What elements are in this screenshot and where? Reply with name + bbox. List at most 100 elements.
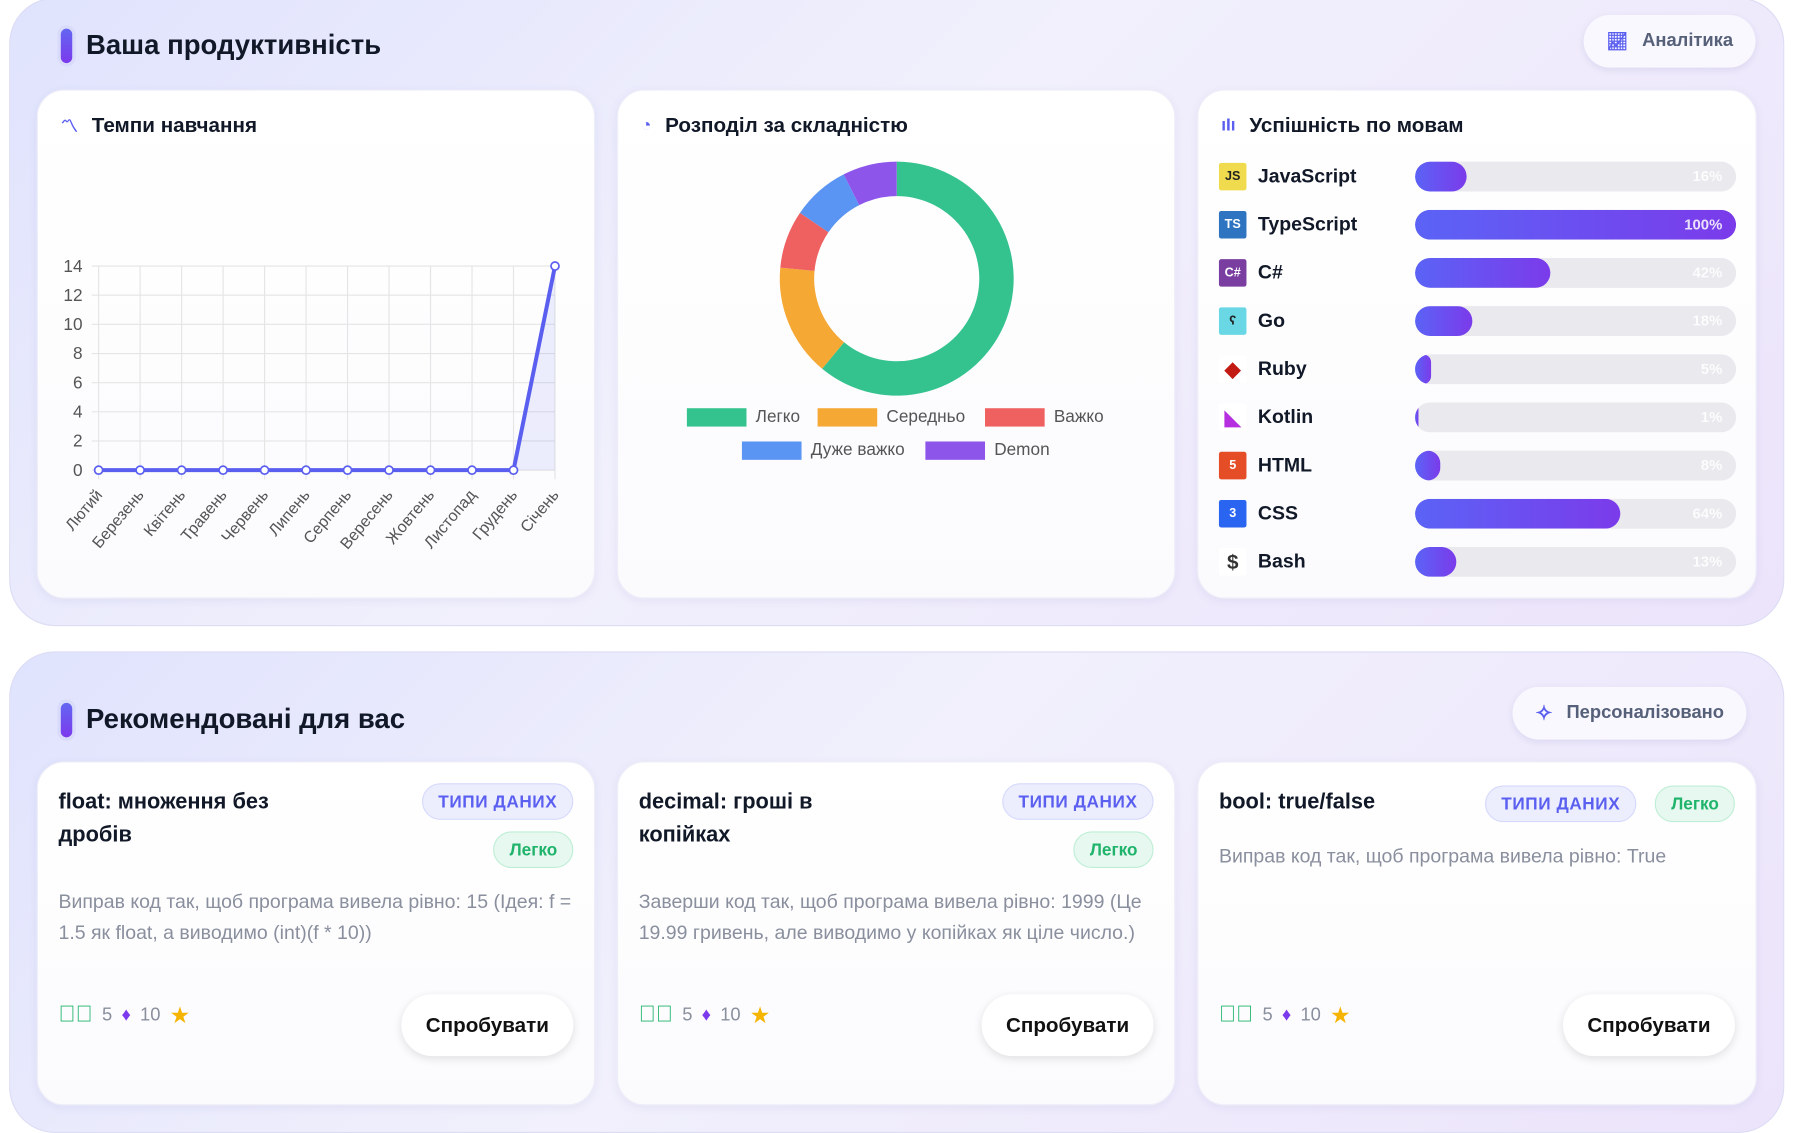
star-icon: ★	[1330, 1003, 1351, 1029]
analytics-button[interactable]: 📈︎ Аналітика	[1583, 14, 1757, 68]
challenge-description: Виправ код так, щоб програма вивела рівн…	[58, 890, 572, 944]
progress-fill	[1415, 498, 1621, 529]
difficulty-badge: Легко	[1655, 785, 1735, 823]
check-circle-icon: ✓⃝	[58, 1002, 93, 1028]
analytics-label: Аналітика	[1642, 30, 1734, 51]
card-title: ◔ Розподіл за складністю	[641, 114, 908, 138]
css3-icon: 3	[1218, 499, 1247, 528]
donut-slice	[799, 174, 860, 233]
check-circle-icon: ✓⃝	[1218, 1002, 1254, 1028]
language-name: Kotlin	[1257, 405, 1314, 428]
star-icon: ★	[169, 1003, 191, 1029]
progress-bar: 100%	[1415, 209, 1737, 240]
challenge-description: Заверши код так, щоб програма вивела рів…	[638, 890, 1142, 944]
challenge-card: float: множення без дробів ТИПИ ДАНИХ Ле…	[36, 761, 596, 1106]
legend-label: Легко	[755, 407, 801, 427]
progress-fill	[1415, 450, 1441, 481]
challenge-card: decimal: гроші в копійках ТИПИ ДАНИХ Лег…	[616, 761, 1176, 1106]
challenge-title: float: множення без дробів	[58, 790, 269, 848]
sparkle-icon: ✧	[1535, 701, 1553, 725]
progress-fill	[1415, 258, 1550, 288]
trend-line-icon: 〽	[60, 116, 78, 137]
data-point	[384, 465, 394, 476]
progress-percent: 42%	[1692, 263, 1723, 281]
legend-swatch	[686, 407, 747, 426]
learning-pace-card: 〽 Темпи навчання 0 2 4 6 8 10 12 14 Лютий Березень…	[36, 89, 596, 599]
card-title: 〽 Темпи навчання	[61, 114, 257, 138]
legend-item: Дуже важко	[741, 440, 905, 460]
progress-percent: 1%	[1700, 408, 1723, 426]
y-tick-label: 0	[73, 460, 83, 480]
legend-swatch	[741, 440, 802, 460]
legend-item: Середньо	[817, 407, 965, 427]
challenge-description: Виправ код так, щоб програма вивела рівн…	[1218, 845, 1667, 867]
difficulty-donut-chart	[779, 161, 1014, 396]
challenge-title: decimal: гроші в копійках	[638, 790, 813, 848]
y-tick-label: 12	[63, 285, 82, 305]
language-name: C#	[1257, 261, 1283, 284]
card-title-text: Розподіл за складністю	[665, 113, 908, 137]
progress-bar: 13%	[1415, 546, 1737, 577]
ruby-icon: ◆	[1218, 355, 1247, 383]
challenge-card: bool: true/false ТИПИ ДАНИХ Легко Виправ…	[1197, 761, 1757, 1106]
accent-bar	[60, 28, 73, 64]
xp-value: 10	[720, 1005, 741, 1025]
challenge-meta: ✓⃝ 5 ♦ 10 ★	[1219, 1001, 1351, 1030]
progress-bar: 5%	[1415, 354, 1737, 385]
kotlin-icon: ◣	[1218, 403, 1247, 432]
language-row: TS TypeScript	[1218, 210, 1358, 240]
language-name: Bash	[1257, 550, 1306, 573]
data-point	[301, 465, 311, 476]
solved-count: 5	[682, 1005, 693, 1025]
x-tick-label: Січень	[517, 486, 563, 536]
language-name: Ruby	[1257, 357, 1307, 380]
card-title-text: Темпи навчання	[91, 113, 258, 137]
data-point	[342, 465, 353, 476]
line-area	[98, 266, 556, 471]
progress-percent: 13%	[1692, 552, 1723, 570]
xp-value: 10	[139, 1005, 161, 1025]
progress-percent: 5%	[1700, 360, 1723, 378]
data-point	[550, 261, 560, 271]
progress-percent: 16%	[1692, 167, 1723, 185]
learning-pace-chart: 02468101214ЛютийБерезеньКвітеньТравеньЧе…	[62, 256, 563, 553]
line-series	[98, 265, 557, 473]
difficulty-card: ◔ Розподіл за складністю Легко Середньо Важ…	[616, 89, 1176, 599]
challenge-meta: ✓⃝ 5 ♦ 10 ★	[58, 1001, 190, 1030]
progress-bar: 16%	[1415, 161, 1737, 192]
progress-percent: 100%	[1684, 215, 1723, 233]
legend-label: Дуже важко	[810, 440, 905, 460]
javascript-icon: JS	[1218, 162, 1247, 191]
category-tag: ТИПИ ДАНИХ	[1002, 783, 1154, 820]
challenge-title: bool: true/false	[1218, 790, 1376, 815]
donut-slice	[822, 161, 1014, 396]
data-point	[93, 465, 104, 476]
language-row: 5 HTML	[1218, 451, 1312, 481]
language-row: ◆ Ruby	[1218, 354, 1307, 384]
category-tag: ТИПИ ДАНИХ	[422, 783, 574, 820]
try-button[interactable]: Спробувати	[401, 994, 574, 1057]
progress-fill	[1415, 354, 1432, 385]
language-name: JavaScript	[1257, 165, 1357, 187]
trend-chart-icon: 📈︎	[1606, 32, 1629, 52]
try-button[interactable]: Спробувати	[1562, 994, 1735, 1057]
progress-bar: 18%	[1415, 306, 1737, 336]
page-title: Ваша продуктивність	[86, 29, 382, 61]
gem-icon: ♦	[1281, 1005, 1292, 1025]
personalized-button[interactable]: ✧ Персоналізовано	[1512, 686, 1747, 740]
legend-label: Важко	[1053, 407, 1104, 427]
language-row: $ Bash	[1218, 547, 1306, 577]
personalized-label: Персоналізовано	[1566, 702, 1724, 723]
try-button[interactable]: Спробувати	[981, 994, 1154, 1057]
gem-icon: ♦	[121, 1005, 131, 1025]
language-name: TypeScript	[1257, 213, 1358, 236]
language-row: ◣ Kotlin	[1218, 402, 1314, 432]
language-row: C# C#	[1218, 258, 1283, 288]
progress-fill	[1415, 209, 1737, 240]
data-point	[467, 465, 477, 476]
card-title: ıIı Успішність по мовам	[1221, 114, 1463, 138]
xp-value: 10	[1300, 1005, 1321, 1025]
data-point	[135, 465, 145, 476]
accent-bar	[60, 702, 73, 738]
y-tick-label: 8	[73, 343, 83, 363]
